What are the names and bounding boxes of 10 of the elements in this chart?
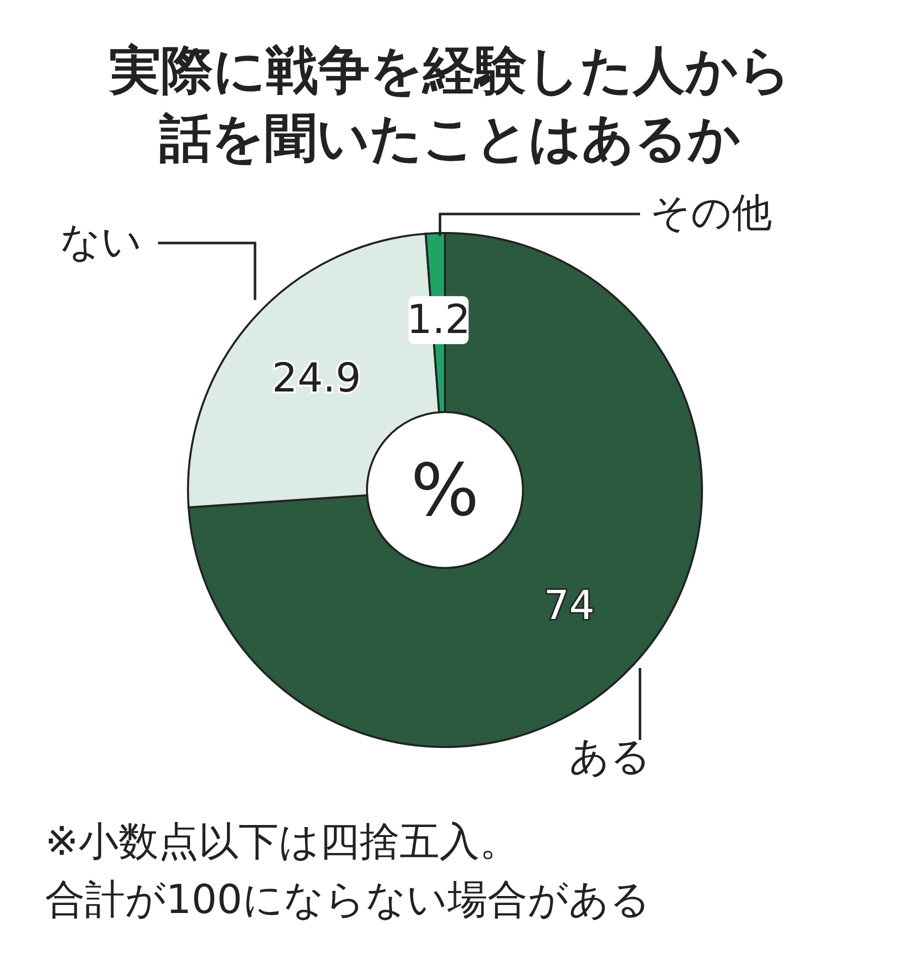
slice-label: ある	[569, 734, 651, 780]
slice-label: その他	[650, 190, 772, 236]
text: ※小数点以下は四捨五入。	[45, 819, 520, 865]
text: 合計が100にならない場合がある	[45, 877, 650, 923]
data-label: 1.2	[406, 297, 470, 344]
text: %	[410, 448, 480, 532]
data-label: 24.9	[272, 356, 362, 402]
slice-label: ない	[60, 219, 142, 265]
chart-title: 実際に戦争を経験した人から話を聞いたことはあるか	[108, 41, 791, 169]
data-label: 74	[544, 583, 595, 630]
